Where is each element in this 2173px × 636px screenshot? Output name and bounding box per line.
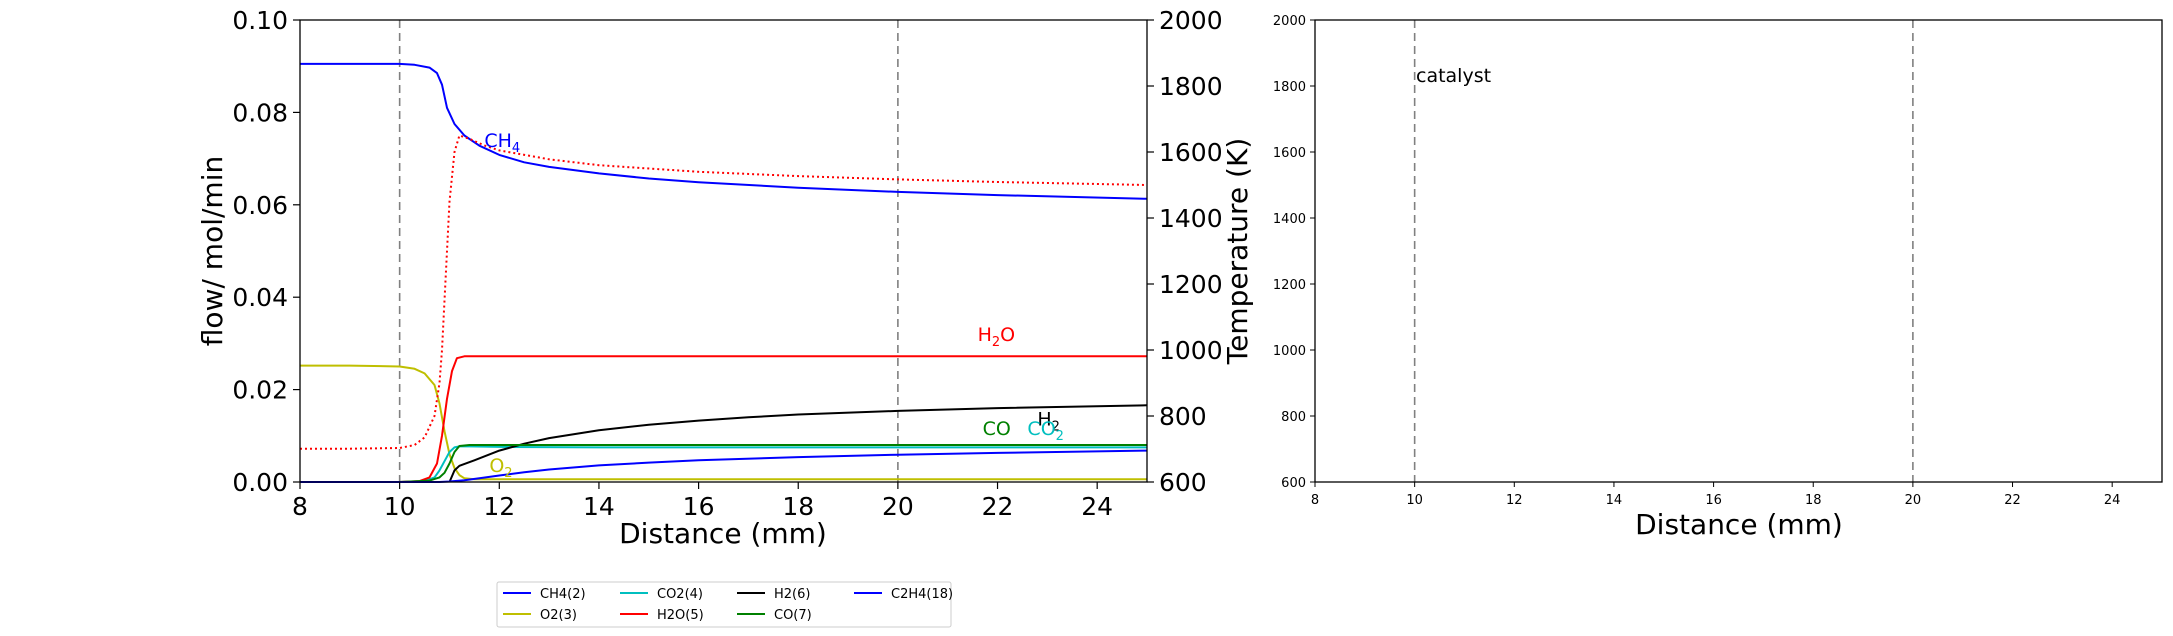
legend-entry: CO2(4)	[620, 587, 703, 602]
right-x-tick-label: 10	[1406, 493, 1423, 508]
series-line-temperature	[300, 134, 1148, 450]
series-annotation: CH4	[484, 130, 520, 156]
right-x-tick-label: 16	[1705, 493, 1722, 508]
legend-label: O2(3)	[540, 608, 577, 623]
right-x-tick-label: 18	[1805, 493, 1822, 508]
legend-label: CH4(2)	[540, 587, 586, 602]
legend-label: CO(7)	[774, 608, 812, 623]
y-tick-label: 0.00	[232, 468, 288, 497]
legend-entry: H2O(5)	[620, 608, 704, 623]
x-tick-label: 16	[683, 492, 715, 521]
left-y2-ticks: 600 800 1000 1200 1400 1600 1800 2000	[1147, 6, 1223, 497]
legend-entry: H2(6)	[737, 587, 810, 602]
y2-tick-label: 1000	[1159, 336, 1223, 365]
y-tick-label: 0.08	[232, 98, 288, 127]
series-annotation: O2	[489, 455, 512, 481]
left-y-axis-label: flow/ mol/min	[196, 156, 229, 346]
series-line-ch4-2	[300, 62, 1148, 200]
legend: CH4(2) O2(3) CO2(4) H2O(5) H2(6) CO(7) C2H4(18…	[496, 581, 953, 628]
x-tick-label: 18	[782, 492, 814, 521]
y-tick-label: 0.02	[232, 376, 288, 405]
left-chart: 8 10 12 14 16 18 20 22 24 0.000.020.040.060.080.…	[196, 6, 1254, 550]
x-tick-label: 22	[982, 492, 1014, 521]
x-tick-label: 14	[583, 492, 615, 521]
right-x-ticks: 8 10 12 14 16 18 20 22 24	[1311, 482, 2121, 508]
y2-tick-label: 1800	[1159, 72, 1223, 101]
series-line-o2-3	[300, 364, 1147, 481]
right-plot-frame	[1314, 19, 2163, 483]
series-line-co-7	[300, 444, 1147, 483]
right-x-tick-label: 8	[1311, 493, 1319, 508]
series-lines	[300, 62, 1148, 483]
legend-box	[496, 581, 952, 628]
y2-tick-label: 1200	[1159, 270, 1223, 299]
x-tick-label: 8	[292, 492, 308, 521]
legend-label: H2O(5)	[657, 608, 704, 623]
right-y-tick-label: 1400	[1273, 212, 1306, 227]
right-y-tick-label: 2000	[1273, 14, 1306, 29]
y-tick-label: 0.10	[232, 6, 288, 35]
right-x-tick-label: 24	[2104, 493, 2121, 508]
right-y-ticks: 600 800 1000 1200 1400 1600 1800 2000	[1273, 14, 1315, 491]
legend-entry: O2(3)	[503, 608, 577, 623]
right-chart: 8 10 12 14 16 18 20 22 24 600 800 1000 1200 1400 1600…	[1273, 14, 2163, 541]
right-y-tick-label: 600	[1281, 476, 1306, 491]
y-tick-label: 0.06	[232, 191, 288, 220]
y2-tick-label: 600	[1159, 468, 1207, 497]
right-x-axis-label: Distance (mm)	[1635, 508, 1843, 541]
series-annotations: CH4 H2O H2 CO CO2 O2	[484, 130, 1064, 481]
series-annotation: CO2	[1027, 418, 1064, 444]
legend-label: H2(6)	[774, 587, 810, 602]
right-y-tick-label: 1800	[1273, 80, 1306, 95]
x-tick-label: 20	[882, 492, 914, 521]
left-plot-frame	[299, 19, 1148, 483]
left-y-ticks: 0.00 0.02 0.04 0.06 0.08 0.10	[232, 6, 300, 497]
right-y-axis-label: Temperature (K)	[1221, 138, 1254, 365]
right-catalyst-boundary-lines	[1413, 20, 1914, 482]
series-annotation: H2O	[978, 324, 1016, 350]
series-annotation: H2	[1037, 409, 1060, 435]
x-tick-label: 10	[384, 492, 416, 521]
left-x-axis-label: Distance (mm)	[619, 517, 827, 550]
left-x-ticks: 8 10 12 14 16 18 20 22 24	[292, 482, 1113, 521]
right-y-tick-label: 800	[1281, 410, 1306, 425]
right-y-tick-label: 1200	[1273, 278, 1306, 293]
series-annotation: CO	[983, 418, 1011, 440]
right-x-tick-label: 22	[2004, 493, 2021, 508]
y2-tick-label: 800	[1159, 402, 1207, 431]
legend-entry: CH4(2)	[503, 587, 586, 602]
x-tick-label: 12	[483, 492, 515, 521]
right-y-tick-label: 1600	[1273, 146, 1306, 161]
x-tick-label: 24	[1081, 492, 1113, 521]
y2-tick-label: 1400	[1159, 204, 1223, 233]
catalyst-annotation: catalyst	[1416, 65, 1491, 87]
y2-tick-label: 1600	[1159, 138, 1223, 167]
legend-label: CO2(4)	[657, 587, 703, 602]
right-x-tick-label: 14	[1606, 493, 1623, 508]
y2-tick-label: 2000	[1159, 6, 1223, 35]
legend-label: C2H4(18)	[891, 587, 953, 602]
right-x-tick-label: 20	[1905, 493, 1922, 508]
right-y-tick-label: 1000	[1273, 344, 1306, 359]
catalyst-boundary-lines	[398, 20, 899, 482]
series-line-h2-6	[448, 404, 1148, 483]
y-tick-label: 0.04	[232, 283, 288, 312]
legend-entry: C2H4(18)	[854, 587, 953, 602]
right-x-tick-label: 12	[1506, 493, 1523, 508]
legend-entry: CO(7)	[737, 608, 812, 623]
